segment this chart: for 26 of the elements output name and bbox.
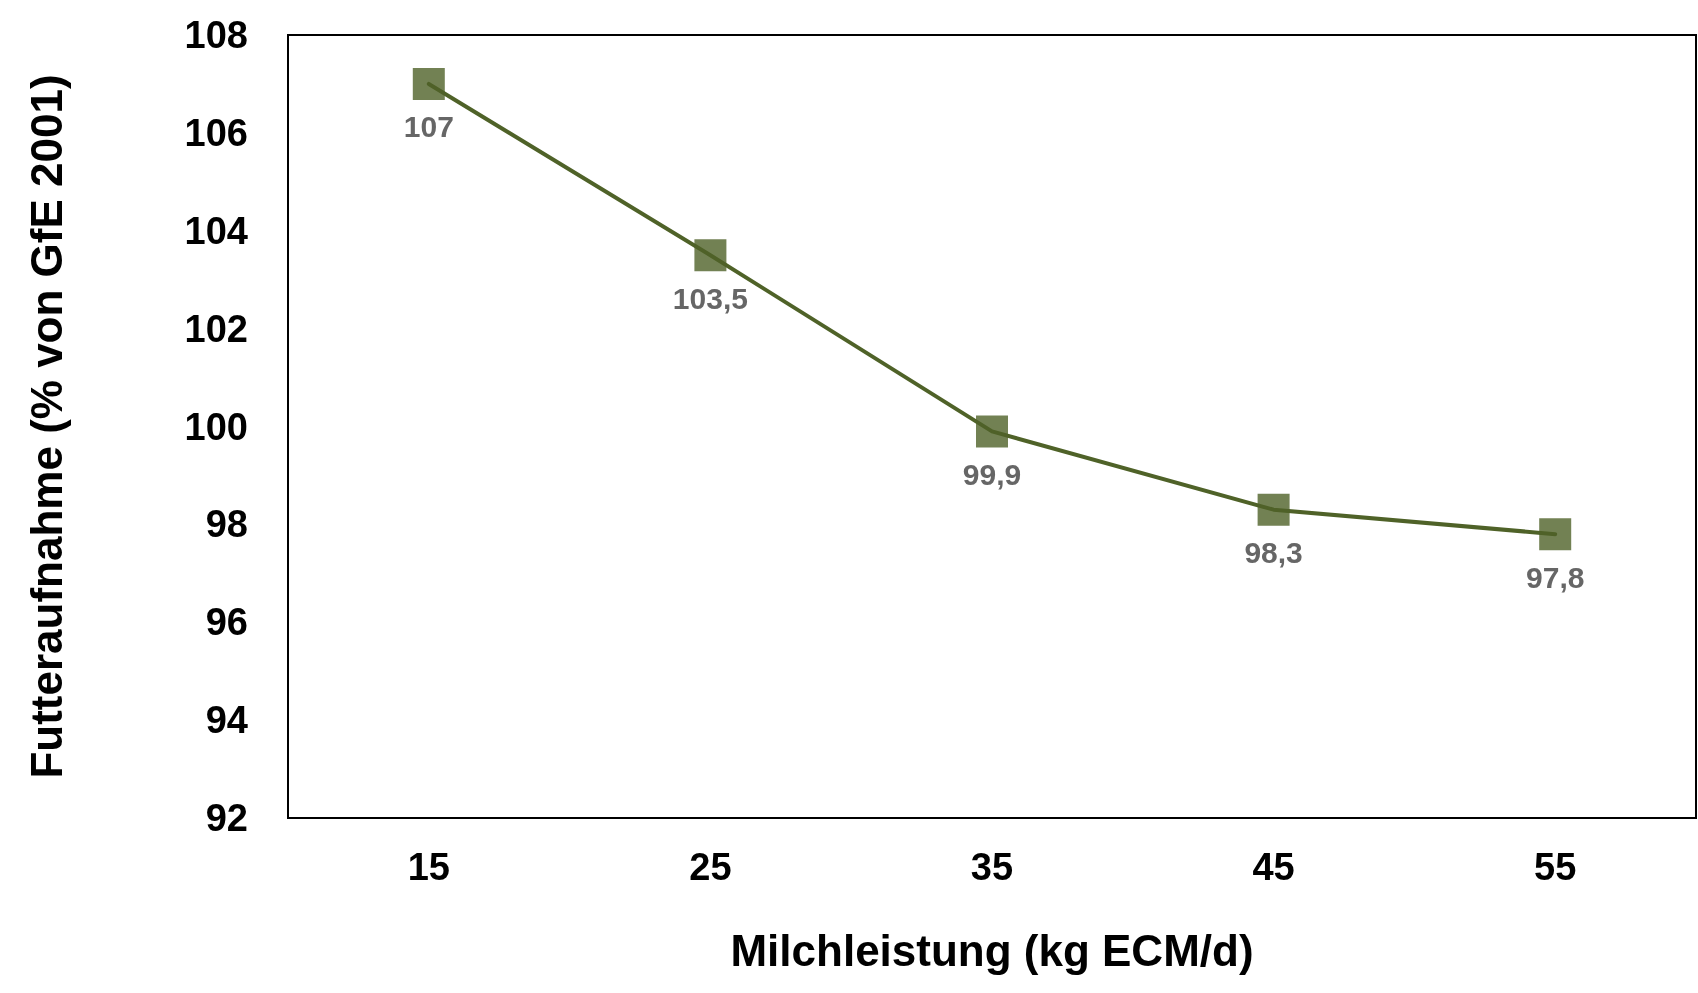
point <box>412 67 445 100</box>
x-tick-label: 25 <box>689 846 732 888</box>
y-tick-label: 92 <box>205 797 248 839</box>
y-tick-label: 100 <box>184 405 248 448</box>
y-tick-label: 102 <box>184 307 248 350</box>
point <box>1539 518 1572 551</box>
x-tick-label: 35 <box>970 846 1014 888</box>
x-tick-label: 55 <box>1534 846 1577 888</box>
point <box>976 415 1008 448</box>
data-label: 107 <box>403 110 454 144</box>
x-tick-label: 15 <box>407 846 450 888</box>
y-tick-label: 94 <box>205 699 248 742</box>
y-tick-label: 104 <box>184 209 248 252</box>
data-label: 103,5 <box>672 281 748 315</box>
y-tick-label: 108 <box>184 14 248 56</box>
y-tick-label: 96 <box>205 601 248 644</box>
data-label: 98,3 <box>1244 536 1303 570</box>
y-tick-label: 106 <box>184 111 248 154</box>
point <box>694 239 727 272</box>
y-tick-label: 98 <box>205 503 248 546</box>
point <box>1257 493 1290 526</box>
data-label: 99,9 <box>962 457 1022 491</box>
y-axis-title: Futteraufnahme (% von GfE 2001) <box>21 74 71 779</box>
x-tick-label: 45 <box>1252 846 1295 888</box>
data-label: 97,8 <box>1526 560 1585 594</box>
x-axis-title: Milchleistung (kg ECM/d) <box>730 925 1254 975</box>
